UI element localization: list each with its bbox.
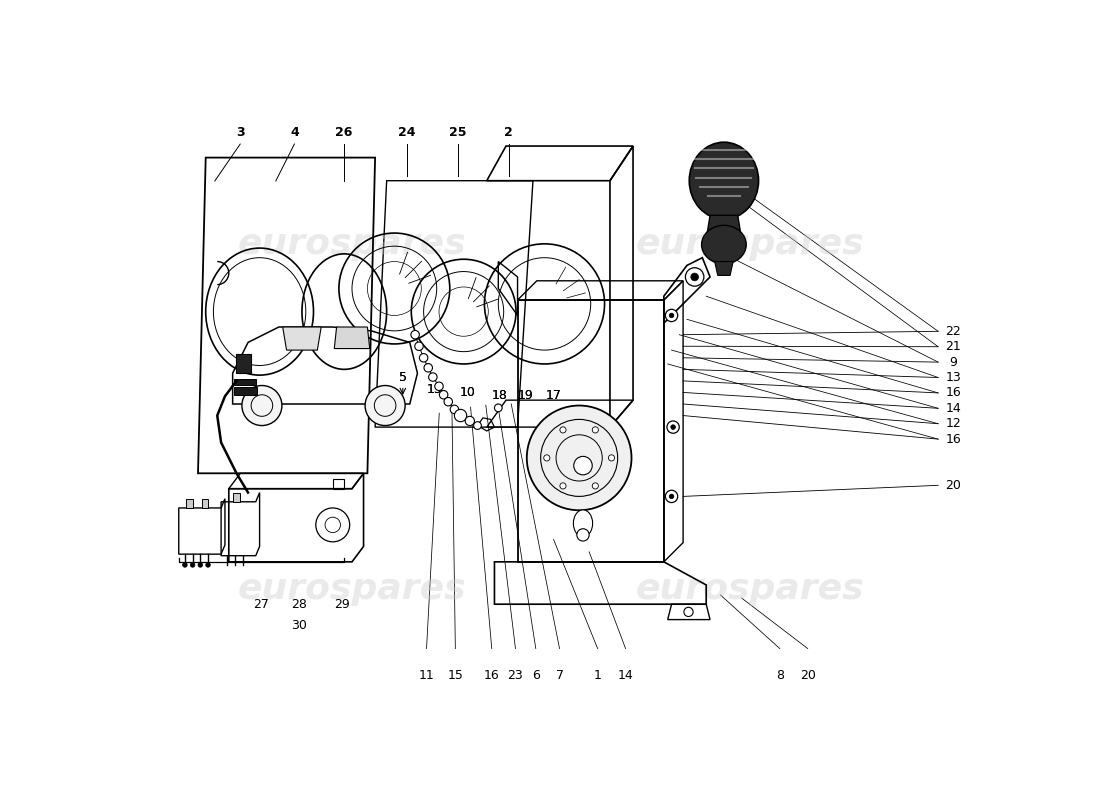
Circle shape — [608, 455, 615, 461]
Text: 14: 14 — [618, 669, 634, 682]
Ellipse shape — [690, 142, 759, 219]
Circle shape — [429, 373, 437, 382]
Ellipse shape — [573, 510, 593, 537]
Polygon shape — [233, 493, 241, 502]
Text: 29: 29 — [334, 598, 350, 610]
Text: 20: 20 — [800, 669, 815, 682]
Text: 26: 26 — [334, 126, 352, 139]
Text: 1: 1 — [594, 669, 602, 682]
Text: 6: 6 — [532, 669, 540, 682]
Text: 16: 16 — [946, 433, 961, 446]
Text: 5: 5 — [399, 371, 407, 384]
Circle shape — [474, 422, 482, 430]
Text: 20: 20 — [945, 479, 961, 492]
Ellipse shape — [702, 226, 746, 264]
Circle shape — [465, 416, 474, 426]
Circle shape — [456, 411, 465, 420]
Text: 16: 16 — [946, 386, 961, 399]
Text: 18: 18 — [492, 390, 507, 402]
Circle shape — [411, 330, 419, 339]
Circle shape — [316, 508, 350, 542]
Text: 2: 2 — [504, 126, 513, 139]
Circle shape — [454, 410, 466, 422]
Circle shape — [592, 427, 598, 433]
Text: 24: 24 — [398, 126, 416, 139]
Polygon shape — [715, 262, 733, 275]
Polygon shape — [202, 498, 208, 508]
Text: 18: 18 — [492, 390, 507, 402]
Text: eurospares: eurospares — [636, 227, 865, 261]
Text: 17: 17 — [546, 390, 561, 402]
Bar — [234, 378, 255, 385]
Text: 17: 17 — [546, 390, 561, 402]
Text: 7: 7 — [556, 669, 563, 682]
Text: 15: 15 — [448, 669, 463, 682]
Circle shape — [439, 390, 448, 399]
Text: 15: 15 — [427, 382, 443, 396]
Circle shape — [495, 404, 503, 412]
Text: 19: 19 — [518, 390, 534, 402]
Circle shape — [543, 455, 550, 461]
Circle shape — [592, 483, 598, 489]
Circle shape — [415, 342, 424, 350]
Circle shape — [198, 562, 202, 567]
Circle shape — [671, 425, 675, 430]
Text: 23: 23 — [507, 669, 524, 682]
Text: 10: 10 — [460, 386, 476, 399]
Circle shape — [527, 406, 631, 510]
Bar — [234, 387, 257, 394]
Text: 8: 8 — [776, 669, 783, 682]
Circle shape — [667, 421, 680, 434]
Circle shape — [444, 398, 452, 406]
Circle shape — [190, 562, 195, 567]
Circle shape — [669, 313, 674, 318]
Text: 15: 15 — [427, 382, 443, 396]
Polygon shape — [186, 498, 192, 508]
Text: 12: 12 — [946, 418, 961, 430]
Circle shape — [666, 490, 678, 502]
Circle shape — [684, 607, 693, 617]
Text: 5: 5 — [399, 371, 407, 384]
Circle shape — [691, 273, 698, 281]
Text: 3: 3 — [235, 126, 244, 139]
Text: 10: 10 — [460, 386, 476, 399]
Text: 19: 19 — [518, 390, 534, 402]
Polygon shape — [707, 215, 741, 234]
Text: 28: 28 — [292, 598, 307, 610]
Polygon shape — [334, 327, 370, 349]
Circle shape — [365, 386, 405, 426]
Circle shape — [242, 386, 282, 426]
Circle shape — [183, 562, 187, 567]
Text: 25: 25 — [449, 126, 466, 139]
Text: 21: 21 — [946, 340, 961, 354]
Circle shape — [424, 363, 432, 372]
Text: 14: 14 — [946, 402, 961, 415]
Text: eurospares: eurospares — [238, 227, 466, 261]
Circle shape — [669, 494, 674, 498]
Text: 4: 4 — [290, 126, 299, 139]
Circle shape — [560, 427, 566, 433]
Text: 27: 27 — [253, 598, 270, 610]
Circle shape — [685, 268, 704, 286]
Circle shape — [419, 354, 428, 362]
Circle shape — [434, 382, 443, 390]
Circle shape — [206, 562, 210, 567]
Text: 13: 13 — [946, 371, 961, 384]
Circle shape — [450, 405, 459, 414]
Circle shape — [560, 483, 566, 489]
Circle shape — [576, 529, 590, 541]
Bar — [235, 354, 251, 373]
Polygon shape — [283, 327, 321, 350]
Text: 30: 30 — [292, 619, 307, 632]
Text: 11: 11 — [419, 669, 435, 682]
Circle shape — [574, 456, 592, 475]
Text: 22: 22 — [946, 325, 961, 338]
Text: eurospares: eurospares — [636, 572, 865, 606]
Text: 16: 16 — [484, 669, 499, 682]
Text: eurospares: eurospares — [238, 572, 466, 606]
Circle shape — [666, 310, 678, 322]
Text: 9: 9 — [949, 356, 957, 369]
